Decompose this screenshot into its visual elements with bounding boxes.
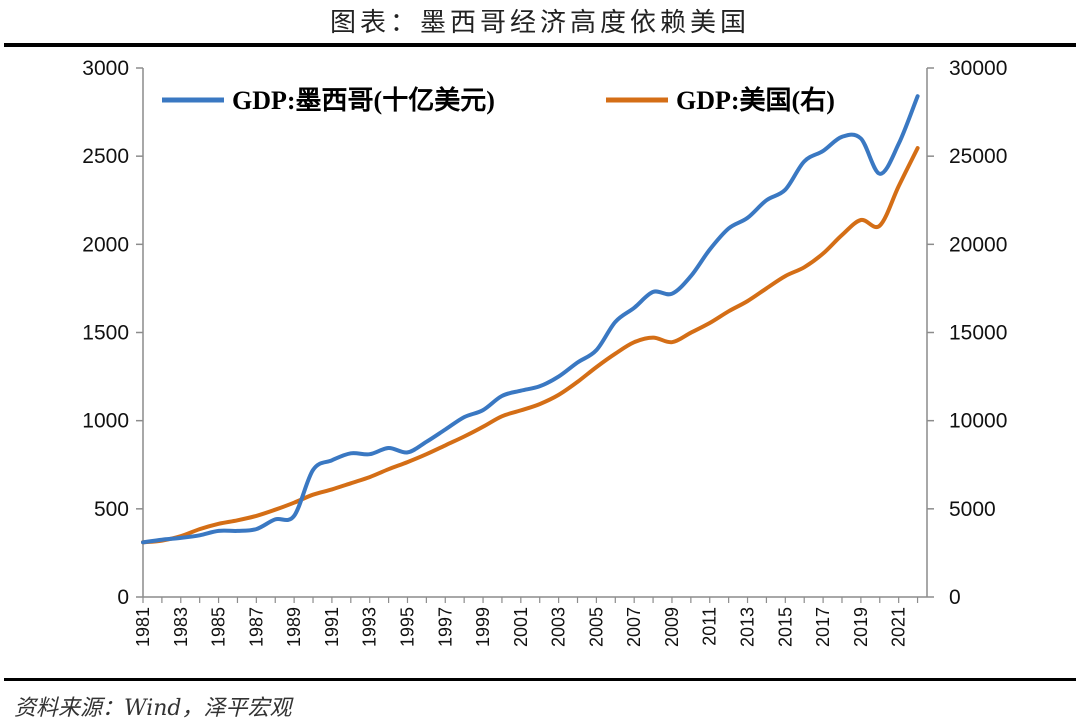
x-tick-label: 2003 — [549, 607, 569, 647]
top-divider — [4, 43, 1076, 47]
x-tick-label: 1991 — [322, 607, 342, 647]
x-tick-label: 1995 — [397, 607, 417, 647]
x-tick-label: 1983 — [171, 607, 191, 647]
left-tick-label: 1000 — [82, 410, 129, 433]
x-tick-label: 2001 — [511, 607, 531, 647]
series-line-mexico — [141, 94, 920, 545]
x-tick-label: 2013 — [738, 607, 758, 647]
series-line-usa — [141, 146, 920, 545]
x-tick-label: 1997 — [435, 607, 455, 647]
bottom-divider — [4, 678, 1076, 681]
x-tick-label: 2009 — [662, 607, 682, 647]
left-tick-label: 2000 — [82, 233, 129, 256]
x-tick-label: 1993 — [360, 607, 380, 647]
left-tick-label: 500 — [94, 498, 129, 521]
right-tick-label: 25000 — [949, 145, 1007, 168]
x-tick-label: 2007 — [624, 607, 644, 647]
right-tick-label: 20000 — [949, 233, 1007, 256]
x-tick-label: 2005 — [586, 607, 606, 647]
source-note: 资料来源：Wind，泽平宏观 — [14, 696, 292, 721]
x-tick-label: 1999 — [473, 607, 493, 647]
x-tick-label: 1989 — [284, 607, 304, 647]
x-tick-label: 2015 — [775, 607, 795, 647]
page-title: 图表：墨西哥经济高度依赖美国 — [329, 8, 750, 38]
chart-axes — [142, 68, 928, 598]
legend-label-mexico: GDP:墨西哥(十亿美元) — [232, 85, 495, 115]
right-tick-label: 30000 — [949, 57, 1007, 80]
left-tick-label: 0 — [117, 586, 129, 609]
x-tick-label: 2019 — [851, 607, 871, 647]
left-tick-label: 1500 — [82, 322, 129, 345]
x-tick-label: 2011 — [700, 607, 720, 646]
x-tick-label: 1987 — [246, 607, 266, 647]
chart-legend: GDP:墨西哥(十亿美元) GDP:美国(右) — [162, 85, 835, 115]
chart-ticks: 0500100015002000250030000500010000150002… — [82, 57, 1007, 647]
x-tick-label: 2017 — [813, 607, 833, 647]
x-tick-label: 1985 — [209, 607, 229, 647]
right-tick-label: 0 — [949, 586, 961, 609]
x-tick-label: 2021 — [889, 607, 909, 647]
right-tick-label: 5000 — [949, 498, 996, 521]
chart-lines — [141, 94, 920, 545]
left-tick-label: 2500 — [82, 145, 129, 168]
legend-label-usa: GDP:美国(右) — [676, 85, 835, 115]
left-tick-label: 3000 — [82, 57, 129, 80]
x-tick-label: 1981 — [133, 607, 153, 647]
gdp-chart: 0500100015002000250030000500010000150002… — [82, 57, 1007, 647]
right-tick-label: 10000 — [949, 410, 1007, 433]
right-tick-label: 15000 — [949, 322, 1007, 345]
